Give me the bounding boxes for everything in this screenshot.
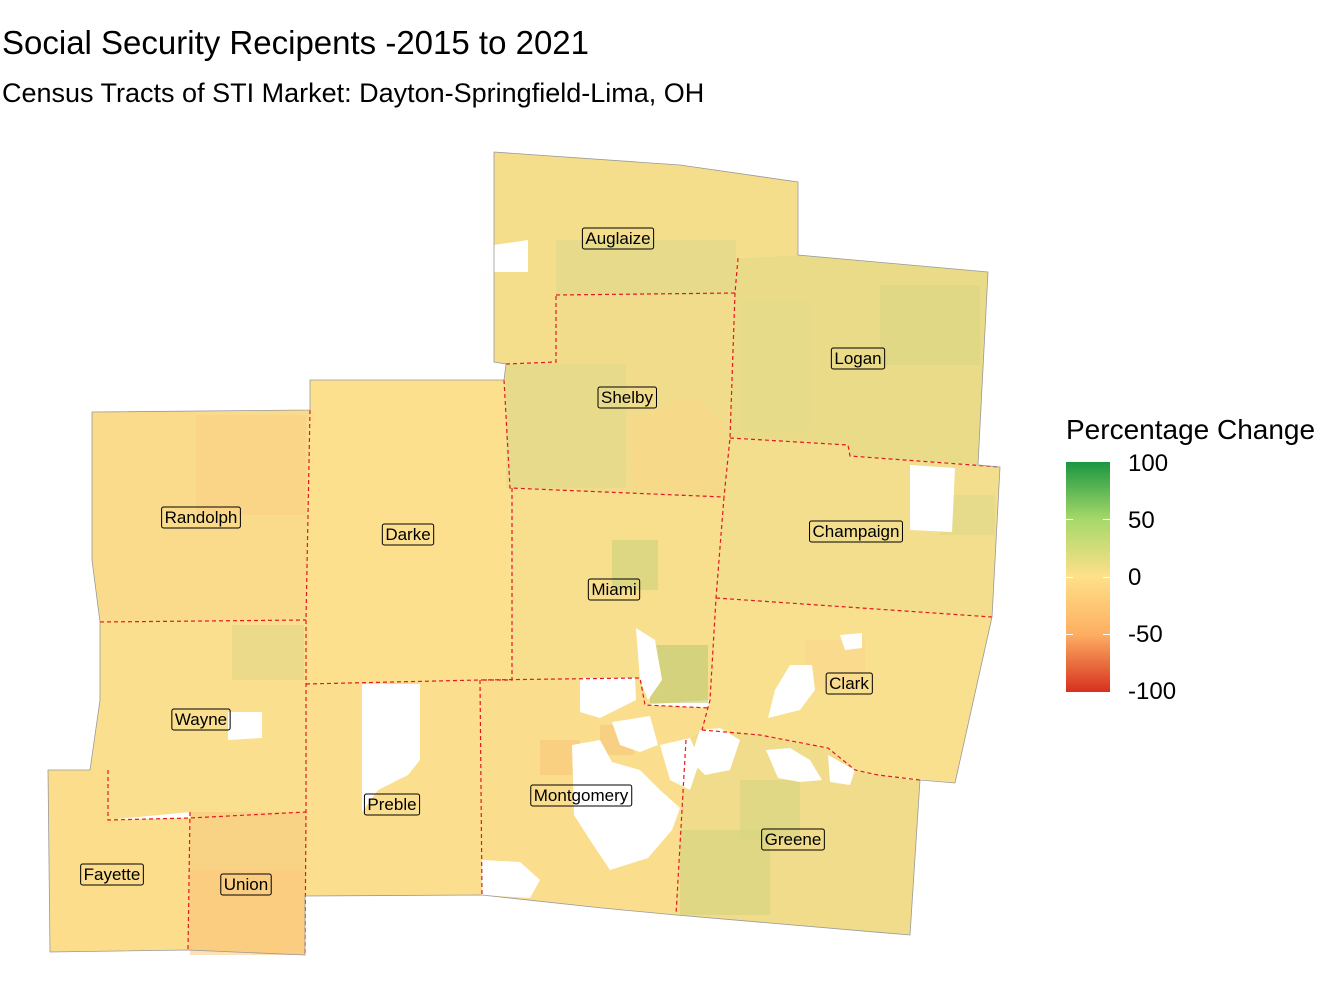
county-clark[interactable] [702, 598, 992, 783]
legend-tick-mark [1103, 577, 1110, 578]
county-name: Darke [385, 525, 430, 544]
county-label-montgomery: Montgomery [530, 784, 633, 807]
county-label-box [761, 828, 825, 851]
county-name: Auglaize [585, 229, 650, 248]
county-name: Randolph [165, 508, 238, 527]
county-name: Wayne [175, 710, 227, 729]
county-label-randolph: Randolph [161, 506, 241, 529]
county-label-box [220, 873, 272, 896]
county-label-miami: Miami [587, 578, 641, 601]
legend-title: Percentage Change [1066, 414, 1316, 445]
county-name: Fayette [84, 865, 141, 884]
county-name: Miami [591, 580, 636, 599]
county-label-box [809, 520, 903, 543]
county-name: Shelby [601, 388, 653, 407]
county-label-darke: Darke [381, 523, 435, 546]
county-name: Union [224, 875, 268, 894]
county-label-logan: Logan [830, 347, 886, 370]
legend-tick-mark [1103, 634, 1110, 635]
county-label-box [587, 578, 641, 601]
county-name: Montgomery [534, 786, 629, 805]
county-label-box [381, 523, 435, 546]
county-label-clark: Clark [825, 672, 873, 695]
county-label-box [161, 506, 241, 529]
legend-tick-0: 0 [1128, 564, 1142, 591]
county-label-box [597, 386, 657, 409]
legend-tick-50: 50 [1128, 507, 1155, 534]
map-subtitle: Census Tracts of STI Market: Dayton-Spri… [2, 78, 705, 108]
county-name: Logan [834, 349, 881, 368]
county-label-shelby: Shelby [597, 386, 657, 409]
county-label-box [171, 708, 231, 731]
county-shapes [48, 152, 1000, 955]
no-data-areas [228, 240, 955, 898]
county-darke[interactable] [306, 380, 512, 684]
county-label-fayette: Fayette [80, 863, 144, 886]
county-label-champaign: Champaign [809, 520, 903, 543]
county-label-box [830, 347, 886, 370]
legend-tick-100: 100 [1128, 450, 1169, 477]
county-label-greene: Greene [761, 828, 825, 851]
legend-tick-mark [1066, 577, 1073, 578]
region-outline [47, 151, 1001, 956]
legend-tick-minus-100: -100 [1128, 678, 1177, 705]
county-labels: Auglaize Logan Shelby Randolph Darke Champaig… [80, 227, 903, 896]
legend-tick-mark [1066, 519, 1073, 520]
county-label-box [825, 672, 873, 695]
legend-tick-mark [1103, 519, 1110, 520]
county-label-box [530, 784, 633, 807]
county-label-box [363, 793, 421, 816]
county-borders [99, 257, 1001, 956]
legend-tick-mark [1066, 634, 1073, 635]
choropleth-map: Auglaize Logan Shelby Randolph Darke Champaig… [47, 151, 1001, 956]
county-name: Clark [829, 674, 869, 693]
county-label-box [80, 863, 144, 886]
county-preble[interactable] [305, 680, 482, 896]
county-fayette[interactable] [48, 770, 190, 952]
county-name: Greene [765, 830, 822, 849]
county-name: Champaign [813, 522, 900, 541]
legend-color-bar [1066, 462, 1110, 692]
county-label-box [581, 227, 655, 250]
county-label-union: Union [220, 873, 272, 896]
county-name: Preble [367, 795, 416, 814]
county-label-preble: Preble [363, 793, 421, 816]
county-label-wayne: Wayne [171, 708, 231, 731]
map-title: Social Security Recipents -2015 to 2021 [2, 24, 590, 61]
county-label-auglaize: Auglaize [581, 227, 655, 250]
tract-shading [190, 240, 995, 955]
legend-tick-minus-50: -50 [1128, 621, 1163, 648]
